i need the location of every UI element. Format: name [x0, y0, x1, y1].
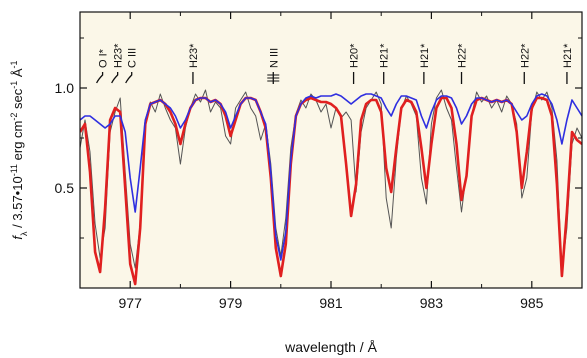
line-id-label: C III [127, 48, 139, 68]
line-id-tick [96, 72, 104, 84]
line-id-label: O I* [98, 48, 110, 68]
line-id-tick [111, 72, 119, 84]
line-id-label: H21* [419, 43, 431, 68]
y-axis: 0.5 1.0 [55, 37, 582, 239]
x-tick-label: 979 [219, 295, 243, 311]
line-identification-layer: O I* H23* C III H23* N III H20* H21* H21* H22* H2… [96, 43, 574, 84]
line-id-h23-: H23* [111, 43, 125, 84]
x-tick-label: 981 [319, 295, 343, 311]
line-id-n-iii: N III [267, 48, 280, 84]
line-id-h21-: H21* [379, 43, 391, 84]
line-id-h21-: H21* [562, 43, 574, 84]
line-id-h20-: H20* [349, 43, 361, 84]
line-id-h21-: H21* [419, 43, 431, 84]
line-id-h23-: H23* [188, 43, 200, 84]
line-id-c-iii: C III [125, 48, 139, 84]
y-tick-label: 1.0 [55, 80, 75, 96]
x-tick-label: 977 [119, 295, 143, 311]
series-line-blue_model [80, 93, 582, 261]
line-id-label: H22* [519, 43, 531, 68]
line-id-label: H21* [562, 43, 574, 68]
x-tick-label: 983 [420, 295, 444, 311]
x-tick-label: 985 [520, 295, 544, 311]
line-id-label: H20* [349, 43, 361, 68]
line-id-o-i-: O I* [96, 48, 110, 84]
line-id-label: H23* [113, 43, 125, 68]
line-id-tick [125, 72, 133, 84]
line-id-label: H21* [379, 43, 391, 68]
x-axis-title: wavelength / Å [284, 339, 377, 355]
line-id-h22-: H22* [457, 43, 469, 84]
line-id-label: N III [268, 48, 280, 68]
line-id-label: H22* [457, 43, 469, 68]
y-axis-title: fλ / 3.57•10-11 erg cm-2 sec-1 Å-1 [9, 60, 29, 239]
line-id-h22-: H22* [519, 43, 531, 84]
plot-background [80, 12, 582, 288]
y-tick-label: 0.5 [55, 180, 75, 196]
x-axis: 977 979 981 983 985 [79, 12, 583, 311]
line-id-label: H23* [188, 43, 200, 68]
series-layer [80, 89, 582, 286]
